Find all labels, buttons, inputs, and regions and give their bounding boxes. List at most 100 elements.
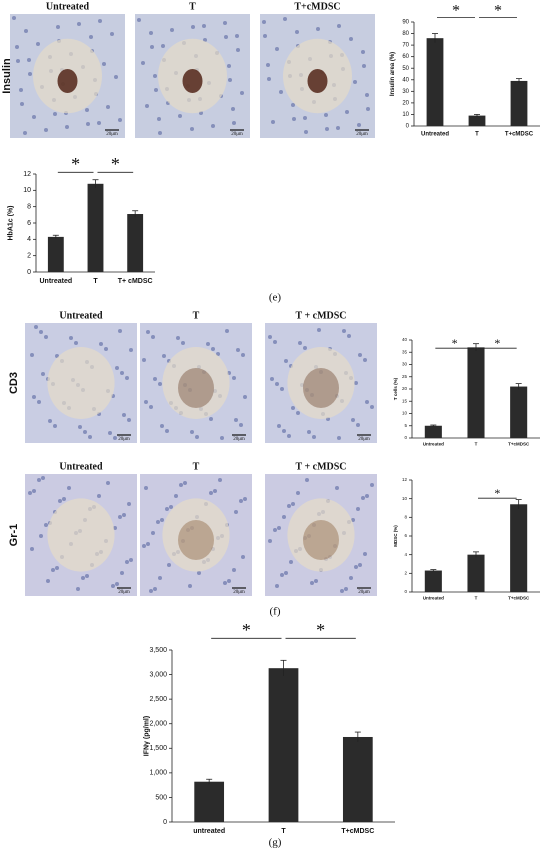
nucleus (78, 425, 82, 429)
y-tick-label: 0 (163, 819, 167, 826)
x-tick-label: Untreated (423, 596, 444, 601)
nucleus (363, 552, 367, 556)
y-tick-label: 10 (23, 187, 31, 194)
panel-label: (g) (269, 837, 282, 849)
stain (182, 69, 203, 93)
nucleus (146, 330, 150, 334)
nucleus (190, 430, 194, 434)
y-tick-label: 60 (402, 54, 409, 60)
nucleus (41, 372, 45, 376)
nucleus (183, 481, 187, 485)
nucleus (27, 58, 31, 62)
nucleus (110, 32, 114, 36)
nucleus (349, 37, 353, 41)
y-tick-label: 12 (402, 477, 408, 482)
nucleus (231, 107, 235, 111)
nucleus (125, 560, 129, 564)
nucleus (232, 121, 236, 125)
nucleus (206, 342, 210, 346)
nucleus (234, 418, 238, 422)
nucleus (361, 50, 365, 54)
nucleus (357, 123, 361, 127)
x-tick-label: T+cMDSC (505, 132, 534, 138)
nucleus (129, 348, 133, 352)
nucleus (209, 417, 213, 421)
nucleus (317, 328, 321, 332)
nucleus (99, 342, 103, 346)
nucleus (280, 387, 284, 391)
nucleus (83, 430, 87, 434)
nucleus (273, 528, 277, 532)
x-tick-label: T+cMDSC (508, 596, 530, 601)
bar (127, 214, 144, 272)
nucleus (44, 335, 48, 339)
nucleus (153, 377, 157, 381)
nucleus (337, 436, 341, 440)
nucleus (137, 18, 141, 22)
y-tick-label: 4 (27, 236, 31, 243)
nucleus (291, 502, 295, 506)
nucleus (150, 45, 154, 49)
nucleus (146, 542, 150, 546)
nucleus (24, 29, 28, 33)
x-tick-label: Untreated (421, 132, 449, 138)
image-label: T+cMDSC (294, 1, 340, 12)
nucleus (289, 560, 293, 564)
nucleus (220, 436, 224, 440)
nucleus (89, 35, 93, 39)
image-label: Untreated (46, 1, 90, 12)
nucleus (160, 424, 164, 428)
nucleus (157, 117, 161, 121)
nucleus (151, 335, 155, 339)
nucleus (241, 353, 245, 357)
nucleus (176, 336, 180, 340)
nucleus (287, 504, 291, 508)
image-label: T (193, 461, 200, 472)
y-tick-label: 40 (402, 77, 409, 83)
nucleus (195, 435, 199, 439)
nucleus (225, 329, 229, 333)
nucleus (106, 481, 110, 485)
row-label: CD3 (8, 372, 20, 394)
nucleus (298, 341, 302, 345)
nucleus (160, 518, 164, 522)
nucleus (312, 435, 316, 439)
y-tick-label: 2,500 (149, 696, 167, 703)
nucleus (77, 22, 81, 26)
nucleus (188, 584, 192, 588)
nucleus (151, 531, 155, 535)
nucleus (16, 59, 20, 63)
nucleus (209, 491, 213, 495)
y-tick-label: 25 (402, 374, 408, 379)
nucleus (51, 568, 55, 572)
nucleus (202, 24, 206, 28)
nucleus (53, 424, 57, 428)
nucleus (228, 78, 232, 82)
nucleus (32, 115, 36, 119)
nucleus (97, 121, 101, 125)
nucleus (227, 64, 231, 68)
nucleus (266, 63, 270, 67)
nucleus (358, 353, 362, 357)
nucleus (236, 348, 240, 352)
nucleus (39, 330, 43, 334)
x-tick-label: T (281, 828, 286, 835)
nucleus (53, 112, 57, 116)
nucleus (273, 340, 277, 344)
y-tick-label: 90 (402, 20, 409, 26)
nucleus (270, 377, 274, 381)
nucleus (240, 91, 244, 95)
nucleus (224, 35, 228, 39)
nucleus (349, 576, 353, 580)
significance-mark: * (494, 3, 502, 20)
x-tick-label: T+ cMDSC (118, 278, 153, 285)
nucleus (190, 127, 194, 131)
y-tick-label: 20 (402, 386, 408, 391)
y-tick-label: 1,000 (149, 770, 167, 777)
nucleus (284, 571, 288, 575)
scale-label: 20μm (106, 132, 118, 137)
y-axis-label: IFNγ (pg/ml) (144, 716, 151, 756)
nucleus (108, 431, 112, 435)
nucleus (370, 405, 374, 409)
significance-mark: * (452, 3, 460, 20)
